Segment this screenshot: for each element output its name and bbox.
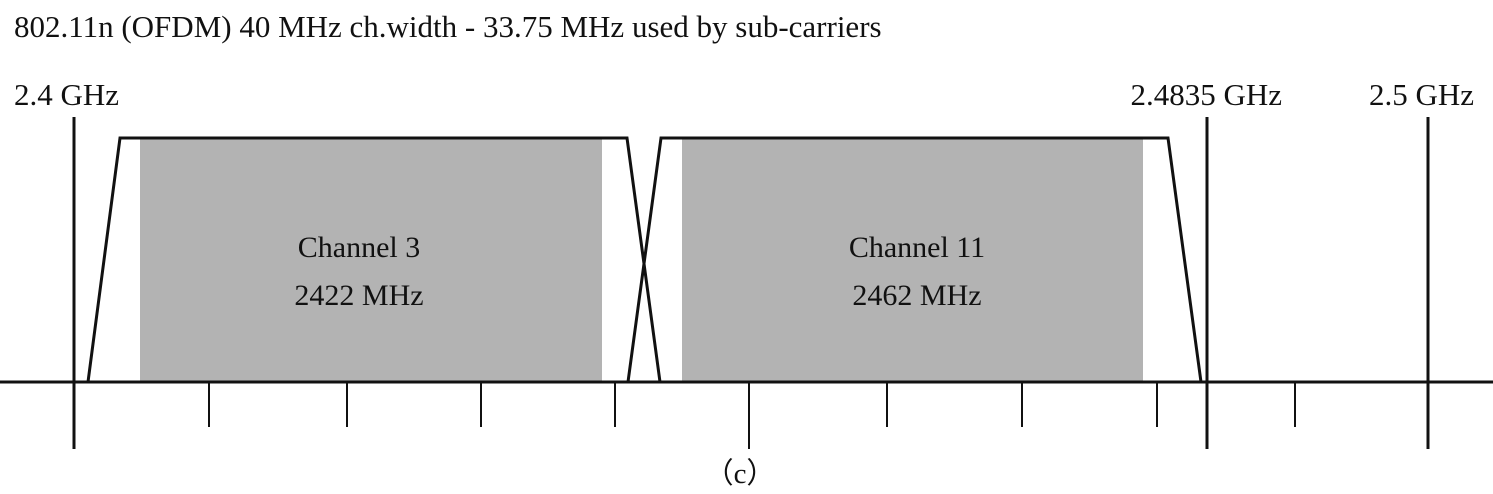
freq-label-2-5-ghz: 2.5 GHz [1369, 77, 1474, 112]
channel-11-name: Channel 11 [849, 231, 985, 264]
channel-11-frequency: 2462 MHz [852, 279, 981, 312]
diagram-title: 802.11n (OFDM) 40 MHz ch.width - 33.75 M… [14, 9, 882, 44]
channel-11-subcarrier-band [682, 139, 1143, 382]
channel-3-subcarrier-band [140, 139, 602, 382]
channel-3-frequency: 2422 MHz [294, 279, 423, 312]
channel-3-name: Channel 3 [298, 231, 420, 264]
figure-caption: （c） [705, 458, 776, 490]
channel-11-spectral-mask [626, 136, 1203, 383]
freq-label-2-4-ghz: 2.4 GHz [14, 77, 119, 112]
freq-label-2-4835-ghz: 2.4835 GHz [1130, 77, 1282, 112]
